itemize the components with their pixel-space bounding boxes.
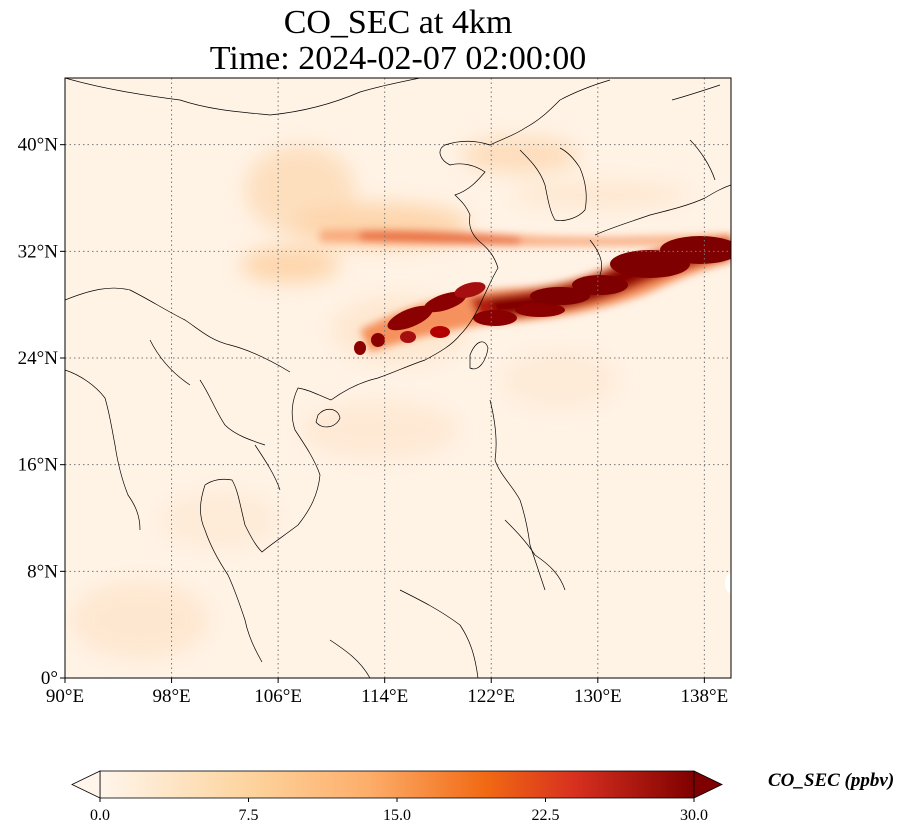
lat-tick-label: 32°N	[18, 241, 59, 262]
lat-tick-label: 8°N	[27, 561, 58, 582]
lon-tick-label: 106°E	[254, 686, 302, 707]
latitude-axis: 0° 8°N 16°N 24°N 32°N 40°N	[18, 135, 65, 689]
lon-tick-label: 138°E	[681, 686, 729, 707]
co-sec-concentration-field	[70, 137, 731, 660]
lat-tick-label: 0°	[41, 668, 58, 689]
lon-tick-label: 130°E	[574, 686, 622, 707]
lon-tick-label: 90°E	[46, 686, 84, 707]
map-background	[65, 78, 731, 678]
coastlines	[65, 78, 731, 678]
colorbar-max-extend-arrow	[693, 770, 723, 799]
lon-tick-label: 114°E	[361, 686, 408, 707]
lat-tick-label: 24°N	[18, 348, 59, 369]
colorbar-tick-label: 15.0	[383, 807, 411, 824]
map-title-variable: CO_SEC at 4km	[283, 4, 513, 41]
map-frame	[64, 77, 732, 679]
colorbar-ticks: 0.0 7.5 15.0 22.5 30.0	[90, 798, 708, 824]
colorbar-min-extend-arrow	[71, 770, 101, 799]
graticule	[65, 78, 731, 678]
colorbar-label: CO_SEC (ppbv)	[768, 770, 895, 791]
colorbar-tick-label: 7.5	[239, 807, 259, 824]
colorbar: 0.0 7.5 15.0 22.5 30.0	[71, 770, 723, 824]
lon-tick-label: 122°E	[467, 686, 515, 707]
longitude-axis: 90°E 98°E 106°E 114°E 122°E 130°E 138°E	[46, 678, 728, 707]
colorbar-tick-label: 30.0	[680, 807, 708, 824]
colorbar-tick-label: 0.0	[90, 807, 110, 824]
lon-tick-label: 98°E	[152, 686, 190, 707]
colorbar-tick-label: 22.5	[532, 807, 560, 824]
plume-blobs	[354, 236, 731, 355]
lat-tick-label: 40°N	[18, 135, 59, 156]
colorbar-gradient	[99, 770, 695, 799]
map-title-time: Time: 2024-02-07 02:00:00	[209, 40, 587, 77]
lat-tick-label: 16°N	[18, 455, 59, 476]
